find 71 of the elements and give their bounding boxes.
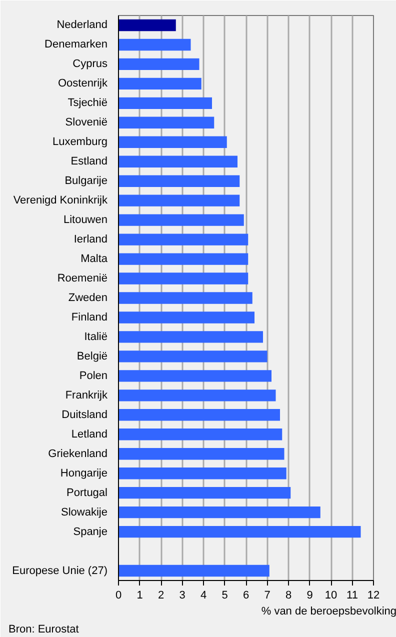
y-tick-label: Italië	[84, 330, 108, 343]
x-tick-label: 1	[136, 590, 143, 602]
bar	[118, 468, 286, 480]
x-tick-label: 10	[324, 590, 338, 602]
y-tick-label: Spanje	[73, 526, 108, 538]
bar	[118, 292, 252, 304]
x-tick-label: 7	[264, 590, 270, 602]
x-tick-label: 2	[158, 590, 164, 602]
y-tick-label: Slovenië	[65, 116, 108, 129]
y-tick-label: Zweden	[68, 292, 108, 304]
y-tick-label: Hongarije	[60, 467, 108, 480]
y-tick-label: Letland	[71, 428, 108, 440]
bar	[118, 312, 254, 324]
bar	[118, 331, 263, 343]
bar	[118, 19, 176, 32]
y-tick-label: Polen	[79, 370, 108, 382]
bar	[118, 409, 280, 421]
x-tick-label: 9	[306, 590, 313, 602]
y-tick-label: Europese Unie (27)	[12, 564, 108, 577]
y-tick-label: Duitsland	[62, 408, 108, 421]
x-tick-label: 0	[115, 590, 122, 602]
bar	[118, 175, 240, 187]
bar	[118, 234, 248, 246]
y-tick-label: Slowakije	[61, 506, 108, 518]
y-tick-label: Griekenland	[48, 448, 108, 460]
bar	[118, 370, 272, 382]
bar	[118, 97, 212, 110]
y-tick-label: Malta	[80, 253, 108, 266]
bar	[118, 526, 361, 538]
bar	[118, 390, 276, 402]
y-tick-label: Estland	[70, 156, 108, 168]
bar	[118, 448, 284, 460]
bar	[118, 350, 268, 362]
y-tick-label: Tsjechië	[68, 97, 108, 110]
y-tick-label: Finland	[71, 311, 108, 324]
x-tick-label: 3	[179, 590, 186, 602]
y-tick-label: Denemarken	[44, 38, 108, 51]
y-tick-label: Nederland	[56, 19, 108, 32]
y-tick-label: Ierland	[74, 234, 108, 246]
y-tick-label: Cyprus	[72, 58, 108, 70]
y-tick-label: Luxemburg	[52, 136, 108, 148]
bar	[118, 136, 227, 148]
y-tick-label: Oostenrijk	[58, 78, 108, 90]
x-tick-label: 4	[200, 590, 207, 602]
bar	[118, 486, 291, 499]
bar	[118, 156, 238, 168]
bar	[118, 116, 214, 128]
y-tick-label: Verenigd Koninkrijk	[13, 194, 108, 207]
bar	[118, 58, 200, 70]
text: Bron: Eurostat	[8, 624, 79, 636]
bar	[118, 272, 248, 284]
y-tick-label: Frankrijk	[65, 389, 108, 402]
bar	[118, 506, 320, 518]
bar	[118, 78, 202, 90]
x-tick-label: 6	[242, 590, 250, 602]
bar	[118, 194, 240, 206]
bar	[118, 253, 248, 265]
bar	[118, 564, 270, 577]
x-tick-label: 5	[222, 590, 228, 602]
y-tick-label: Portugal	[66, 486, 108, 499]
y-tick-label: Roemenië	[57, 272, 108, 285]
x-tick-label: 11	[346, 590, 358, 602]
bar	[118, 38, 191, 51]
y-tick-label: België	[76, 350, 108, 362]
bar	[118, 428, 282, 440]
bar	[118, 214, 244, 226]
x-axis-title: % van de beroepsbevolking	[261, 606, 396, 618]
y-tick-label: Bulgarije	[64, 175, 108, 188]
x-tick-label: 8	[285, 590, 292, 602]
y-tick-label: Litouwen	[63, 214, 108, 226]
x-tick-label: 12	[367, 590, 380, 602]
